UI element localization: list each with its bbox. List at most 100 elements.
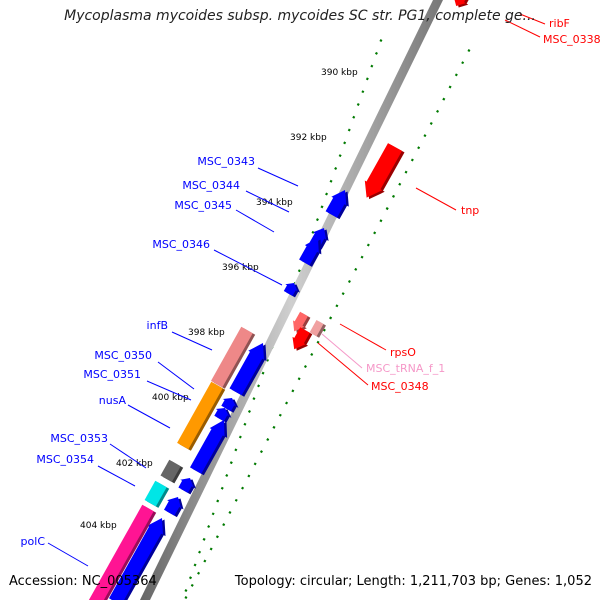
- label-leader-line: [97, 465, 136, 487]
- label-leader-line: [235, 209, 275, 233]
- ring-tick: [448, 85, 452, 89]
- ring-tick: [347, 128, 351, 132]
- ring-tick: [467, 49, 471, 53]
- accession-text: Accession: NC_005364: [9, 574, 157, 589]
- ring-tick: [211, 512, 215, 516]
- scale-tick-label: 394 kbp: [256, 198, 293, 208]
- gene-label-msc-0338[interactable]: MSC_0338: [543, 33, 600, 46]
- feature-polc[interactable]: [109, 518, 163, 600]
- ring-tick: [429, 121, 433, 125]
- feature-tnp[interactable]: [364, 143, 402, 198]
- ring-tick: [436, 109, 440, 113]
- category-orange[interactable]: [177, 381, 223, 450]
- gene-label-polc[interactable]: polC: [21, 535, 46, 548]
- feature-ribf[interactable]: [454, 0, 469, 6]
- ring-tick: [316, 340, 320, 344]
- ring-tick: [247, 474, 251, 478]
- ring-tick: [257, 384, 261, 388]
- gene-label-rpso[interactable]: rpsO: [390, 346, 416, 359]
- ring-tick: [329, 316, 333, 320]
- ring-tick: [228, 510, 232, 514]
- feature-msc0345[interactable]: [299, 238, 319, 266]
- feature-msc0351[interactable]: [214, 408, 229, 422]
- map-title: Mycoplasma mycoides subsp. mycoides SC s…: [64, 8, 536, 24]
- gene-label-msc-0350[interactable]: MSC_0350: [94, 349, 152, 362]
- gene-label-msc-0344[interactable]: MSC_0344: [182, 179, 240, 192]
- label-leader-line: [127, 404, 171, 429]
- gene-label-msc-0348[interactable]: MSC_0348: [371, 380, 429, 393]
- ring-tick: [252, 397, 256, 401]
- feature-msc0353[interactable]: [178, 478, 194, 493]
- feature-infb[interactable]: [229, 343, 265, 396]
- ring-tick: [329, 179, 333, 183]
- ring-tick: [423, 134, 427, 138]
- scale-tick-label: 404 kbp: [80, 521, 117, 531]
- feature-msc0346[interactable]: [283, 283, 298, 296]
- label-leader-line: [415, 187, 457, 211]
- ring-tick: [207, 525, 211, 529]
- label-leader-line: [157, 361, 195, 390]
- feature-msc0348[interactable]: [292, 327, 310, 350]
- ring-tick: [373, 231, 377, 235]
- feature-nusa[interactable]: [190, 420, 225, 474]
- label-leader-line: [257, 167, 299, 187]
- ring-tick: [253, 462, 257, 466]
- ring-tick: [354, 267, 358, 271]
- ring-tick: [188, 576, 193, 580]
- ring-tick: [310, 352, 314, 356]
- ring-tick: [225, 473, 229, 477]
- scale-tick-label: 392 kbp: [290, 133, 327, 143]
- ring-tick: [356, 103, 360, 106]
- ring-tick: [370, 64, 374, 68]
- ring-tick: [417, 146, 421, 150]
- scale-tick-label: 400 kbp: [152, 393, 189, 403]
- ring-tick: [209, 547, 213, 551]
- label-leader-line: [519, 13, 546, 25]
- ring-tick: [335, 304, 339, 308]
- ring-tick: [291, 389, 295, 393]
- category-gray[interactable]: [160, 459, 181, 482]
- ring-tick: [229, 461, 233, 465]
- gene-label-ribf[interactable]: ribF: [549, 17, 570, 30]
- gene-label-msc-0345[interactable]: MSC_0345: [174, 199, 232, 212]
- ring-tick: [374, 51, 378, 55]
- gene-label-msc-0354[interactable]: MSC_0354: [36, 453, 94, 466]
- ring-tick: [202, 537, 206, 541]
- gene-label-infb[interactable]: infB: [147, 319, 168, 332]
- ring-tick: [315, 218, 319, 222]
- ring-tick: [197, 571, 201, 575]
- ring-tick: [238, 435, 242, 439]
- ring-tick: [261, 371, 265, 375]
- feature-trna[interactable]: [309, 320, 324, 337]
- ring-tick: [454, 73, 458, 77]
- ring-tick: [297, 377, 301, 381]
- gene-label-msc-0343[interactable]: MSC_0343: [197, 155, 255, 168]
- feature-msc0350[interactable]: [221, 398, 236, 412]
- ring-tick: [272, 425, 276, 429]
- gene-label-msc-0353[interactable]: MSC_0353: [50, 432, 108, 445]
- category-salmon[interactable]: [211, 326, 253, 388]
- label-leader-line: [47, 542, 89, 567]
- ring-tick: [338, 154, 342, 158]
- ring-tick: [334, 166, 338, 170]
- feature-msc0343[interactable]: [325, 190, 347, 218]
- gene-label-msc-trna-f-1[interactable]: MSC_tRNA_f_1: [366, 362, 445, 375]
- gene-label-msc-0351[interactable]: MSC_0351: [83, 368, 141, 381]
- scale-tick-label: 398 kbp: [188, 328, 225, 338]
- category-magenta[interactable]: [88, 504, 154, 600]
- ring-tick: [365, 77, 369, 81]
- feature-msc0354[interactable]: [164, 497, 181, 516]
- category-cyan[interactable]: [144, 480, 167, 507]
- feature-rpso[interactable]: [293, 311, 308, 332]
- ring-tick: [361, 90, 365, 94]
- gene-label-nusa[interactable]: nusA: [99, 394, 127, 407]
- gene-label-msc-0346[interactable]: MSC_0346: [152, 238, 210, 251]
- ring-tick: [410, 158, 414, 162]
- gene-label-tnp[interactable]: tnp: [461, 204, 479, 217]
- label-leader-line: [213, 249, 283, 286]
- ring-tick: [297, 269, 301, 273]
- topology-text: Topology: circular; Length: 1,211,703 bp…: [234, 574, 592, 589]
- scale-tick-label: 402 kbp: [116, 459, 153, 469]
- ring-tick: [222, 523, 226, 527]
